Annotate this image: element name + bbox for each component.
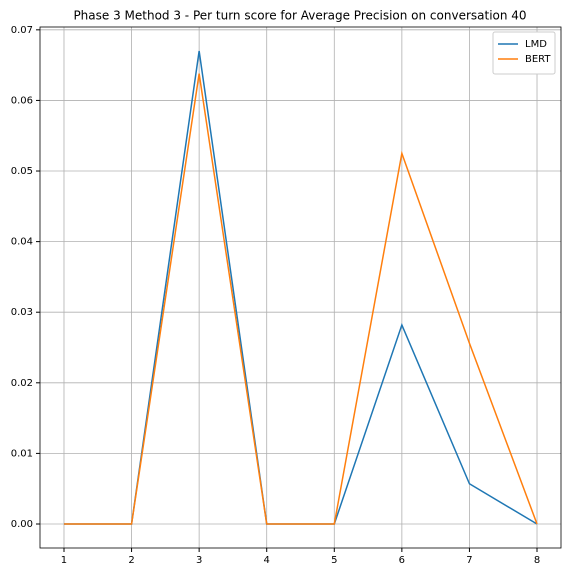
x-tick-label: 5 [331, 555, 337, 566]
legend-label: BERT [525, 54, 551, 65]
x-tick-label: 8 [534, 555, 540, 566]
x-tick-label: 2 [128, 555, 134, 566]
legend-box [492, 31, 556, 75]
chart-title: Phase 3 Method 3 - Per turn score for Av… [73, 9, 526, 23]
x-tick-label: 4 [264, 555, 270, 566]
y-tick-label: 0.02 [11, 378, 33, 389]
x-tick-label: 3 [196, 555, 202, 566]
x-tick-label: 6 [399, 555, 405, 566]
y-tick-label: 0.01 [11, 448, 33, 459]
y-tick-label: 0.07 [11, 25, 33, 36]
y-tick-label: 0.05 [11, 166, 33, 177]
y-tick-label: 0.06 [11, 95, 33, 106]
x-tick-label: 1 [61, 555, 67, 566]
legend-label: LMD [525, 39, 547, 50]
x-tick-label: 7 [466, 555, 472, 566]
series-line [63, 73, 538, 525]
y-tick-label: 0.00 [11, 519, 33, 530]
y-tick-label: 0.04 [11, 237, 33, 248]
y-tick-label: 0.03 [11, 307, 33, 318]
plot-frame [39, 26, 562, 549]
